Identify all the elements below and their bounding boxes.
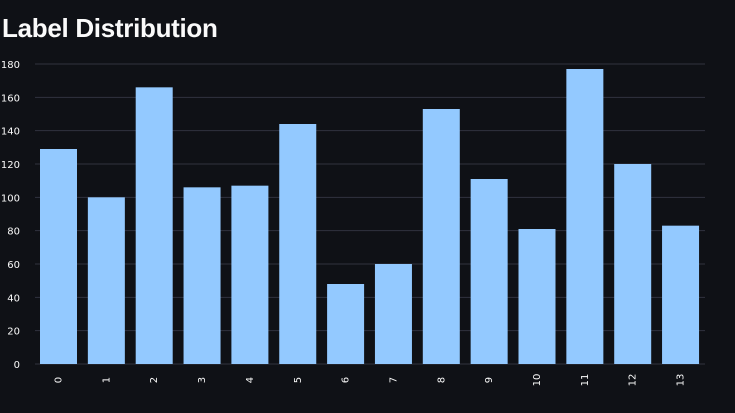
y-tick-label: 120: [1, 160, 20, 171]
bar-9[interactable]: [470, 179, 508, 364]
x-tick-label: 9: [484, 377, 495, 383]
bar-1[interactable]: [87, 197, 125, 364]
bars: [40, 69, 700, 364]
bar-8[interactable]: [422, 109, 460, 364]
bar-12[interactable]: [614, 164, 652, 364]
page-title: Label Distribution: [2, 13, 218, 43]
bar-2[interactable]: [135, 87, 173, 364]
bar-4[interactable]: [231, 185, 269, 364]
y-tick-label: 60: [7, 260, 20, 271]
x-tick-label: 4: [245, 377, 256, 383]
x-tick-label: 12: [628, 374, 639, 387]
bar-0[interactable]: [40, 149, 77, 364]
x-tick-label: 0: [54, 377, 65, 383]
y-tick-label: 40: [7, 293, 20, 304]
x-tick-label: 10: [532, 374, 543, 387]
x-tick-label: 7: [388, 377, 399, 383]
bar-6[interactable]: [327, 284, 365, 364]
x-tick-label: 1: [101, 377, 112, 383]
bar-11[interactable]: [566, 69, 604, 364]
y-tick-label: 100: [1, 193, 20, 204]
bar-10[interactable]: [518, 229, 556, 364]
bar-3[interactable]: [183, 187, 221, 364]
x-tick-label: 6: [341, 377, 352, 383]
x-tick-label: 3: [197, 377, 208, 383]
bar-5[interactable]: [279, 124, 317, 364]
x-tick-label: 13: [676, 374, 687, 387]
y-tick-label: 140: [1, 127, 20, 138]
x-tick-label: 2: [149, 377, 160, 383]
x-axis-ticks: 0 1 2 3 4 5 6 7 8 9 10 11 12 13: [54, 374, 687, 387]
y-tick-label: 80: [7, 227, 20, 238]
y-tick-label: 180: [1, 60, 20, 71]
y-tick-label: 20: [7, 327, 20, 338]
bar-7[interactable]: [374, 264, 412, 364]
bar-13[interactable]: [662, 225, 700, 364]
x-tick-label: 8: [436, 377, 447, 383]
grid-lines: [35, 63, 705, 365]
x-tick-label: 11: [580, 374, 591, 387]
x-tick-label: 5: [293, 377, 304, 383]
y-tick-label: 160: [1, 93, 20, 104]
y-axis-ticks: 0 20 40 60 80 100 120 140 160 180: [1, 60, 20, 371]
y-tick-label: 0: [14, 360, 20, 371]
